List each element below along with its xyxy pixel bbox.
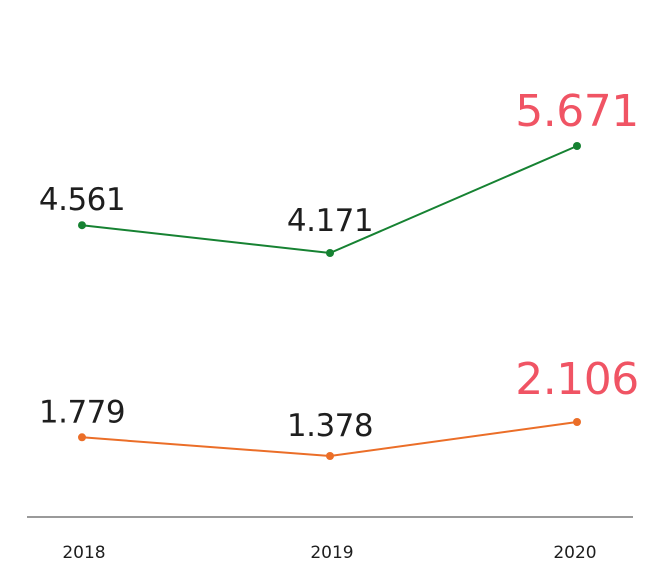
series-layer: 4.561 4.171 5.671 1.779 1.378 2.106 (39, 86, 639, 460)
data-point-2018 (78, 221, 86, 230)
data-label-2018: 1.779 (39, 394, 125, 430)
data-point-2020 (573, 418, 581, 426)
data-point-2019 (326, 452, 334, 460)
series-2: 1.779 1.378 2.106 (39, 354, 639, 460)
data-label-2019: 1.378 (287, 408, 373, 444)
x-tick-labels: 2018 2019 2020 (62, 543, 596, 563)
data-label-2020: 2.106 (515, 354, 638, 405)
x-tick-label: 2018 (62, 543, 105, 563)
data-label-2020: 5.671 (515, 86, 638, 137)
data-point-2018 (78, 433, 86, 442)
x-tick-label: 2020 (553, 543, 596, 563)
data-point-2019 (326, 249, 334, 257)
series-1: 4.561 4.171 5.671 (39, 86, 639, 257)
data-label-2018: 4.561 (39, 182, 125, 218)
x-tick-label: 2019 (310, 543, 353, 563)
data-point-2020 (573, 142, 581, 150)
data-label-2019: 4.171 (287, 203, 373, 239)
